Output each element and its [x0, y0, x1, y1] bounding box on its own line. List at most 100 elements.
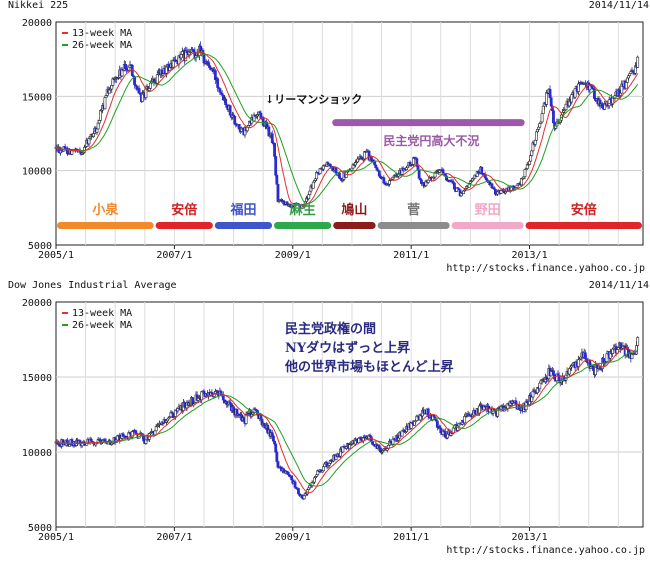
legend-label-ma13: 13-week MA	[72, 308, 132, 319]
period-label: 安倍	[571, 202, 597, 218]
dow-chart: Dow Jones Industrial Average 2014/11/14 50…	[8, 280, 649, 556]
period-bar	[451, 222, 524, 229]
period-label: 麻生	[289, 202, 316, 218]
x-tick-label: 2013/1	[511, 532, 547, 543]
source-url: http://stocks.finance.yahoo.co.jp	[446, 263, 645, 274]
candle-body	[103, 97, 107, 110]
candle-body	[400, 430, 404, 437]
candle-body	[272, 435, 275, 442]
y-tick-label: 15000	[22, 373, 52, 384]
x-tick-label: 2011/1	[393, 532, 429, 543]
candle-body	[276, 183, 280, 202]
candle-body	[552, 370, 555, 376]
x-tick-label: 2011/1	[393, 250, 429, 261]
candle-body	[95, 128, 99, 133]
chart-date: 2014/11/14	[589, 280, 649, 291]
y-tick-label: 15000	[22, 92, 52, 103]
candle-body	[480, 166, 484, 174]
candle-body	[130, 64, 134, 76]
candle-body	[276, 461, 280, 468]
plot-frame	[55, 21, 644, 246]
dpj-period-bar	[332, 119, 525, 127]
candle-body	[600, 103, 604, 109]
period-bar	[57, 222, 154, 229]
candle-body	[153, 430, 157, 436]
candle-body	[286, 471, 290, 475]
candle-body	[267, 126, 271, 137]
ma13-line	[55, 51, 639, 206]
candle-body	[473, 410, 477, 414]
candle-body	[607, 99, 611, 107]
ma13-line	[55, 347, 638, 494]
candle-body	[570, 94, 574, 103]
candle-body	[216, 78, 220, 88]
candle-body	[98, 110, 102, 121]
period-bar	[274, 222, 332, 229]
candle-body	[275, 451, 279, 462]
candle-body	[275, 174, 279, 185]
period-label: 福田	[229, 202, 256, 218]
period-label: 菅	[407, 202, 420, 218]
dpj-annotation: 民主党円高大不況	[383, 133, 479, 148]
period-bar	[377, 222, 450, 229]
period-label: 安倍	[171, 202, 197, 218]
candle-body	[636, 56, 640, 68]
x-tick-label: 2009/1	[275, 532, 311, 543]
candle-body	[552, 110, 555, 124]
chart-title: Dow Jones Industrial Average	[8, 280, 177, 291]
candle-body	[363, 151, 366, 160]
candle-body	[624, 82, 628, 89]
candle-body	[142, 436, 146, 442]
candle-body	[274, 156, 278, 176]
candle-body	[165, 66, 168, 74]
legend-label-ma26: 26-week MA	[72, 320, 132, 331]
candle-body	[540, 113, 544, 123]
dow-annotation-line: NYダウはずっと上昇	[285, 340, 410, 356]
period-label: 小泉	[92, 202, 119, 218]
x-tick-label: 2007/1	[156, 250, 192, 261]
y-tick-label: 20000	[22, 18, 52, 29]
candle-body	[417, 169, 421, 179]
y-tick-label: 10000	[22, 167, 52, 178]
y-tick-label: 10000	[22, 448, 52, 459]
lehman-annotation: ↓リーマンショック	[265, 93, 362, 106]
candle-body	[636, 337, 640, 346]
legend-label-ma26: 26-week MA	[72, 40, 132, 51]
y-tick-label: 20000	[22, 298, 52, 309]
period-bar	[525, 222, 642, 229]
candle-body	[149, 82, 152, 89]
dow-annotation-line: 他の世界市場もほとんど上昇	[284, 359, 454, 375]
candle-body	[523, 169, 527, 178]
source-url: http://stocks.finance.yahoo.co.jp	[446, 545, 645, 556]
x-tick-label: 2009/1	[275, 250, 311, 261]
x-tick-label: 2005/1	[38, 532, 74, 543]
candle-body	[538, 382, 542, 390]
legend-label-ma13: 13-week MA	[72, 28, 132, 39]
candle-body	[261, 117, 265, 126]
x-tick-label: 2005/1	[38, 250, 74, 261]
y-tick-label: 5000	[28, 523, 52, 534]
x-tick-label: 2007/1	[156, 532, 192, 543]
candle-body	[262, 422, 266, 426]
candle-body	[533, 139, 537, 145]
period-bar	[155, 222, 213, 229]
chart-date: 2014/11/14	[589, 0, 649, 11]
candle-body	[297, 488, 300, 495]
period-label: 鳩山	[341, 202, 367, 218]
period-bar	[214, 222, 273, 229]
nikkei-chart: Nikkei 225 2014/11/14 5000 10000 15000 20000 2…	[8, 0, 649, 274]
period-bar	[333, 222, 376, 229]
period-label: 野田	[475, 203, 501, 218]
candle-body	[545, 92, 549, 105]
candle-body	[232, 406, 235, 412]
dow-annotation-line: 民主党政権の間	[285, 321, 376, 337]
candle-body	[357, 438, 361, 443]
candle-body	[577, 359, 580, 367]
chart-title: Nikkei 225	[8, 0, 68, 11]
ma26-line	[55, 53, 639, 205]
plot-frame	[55, 301, 644, 528]
candle-body	[534, 131, 538, 141]
y-tick-label: 5000	[28, 241, 52, 252]
x-tick-label: 2013/1	[511, 250, 547, 261]
